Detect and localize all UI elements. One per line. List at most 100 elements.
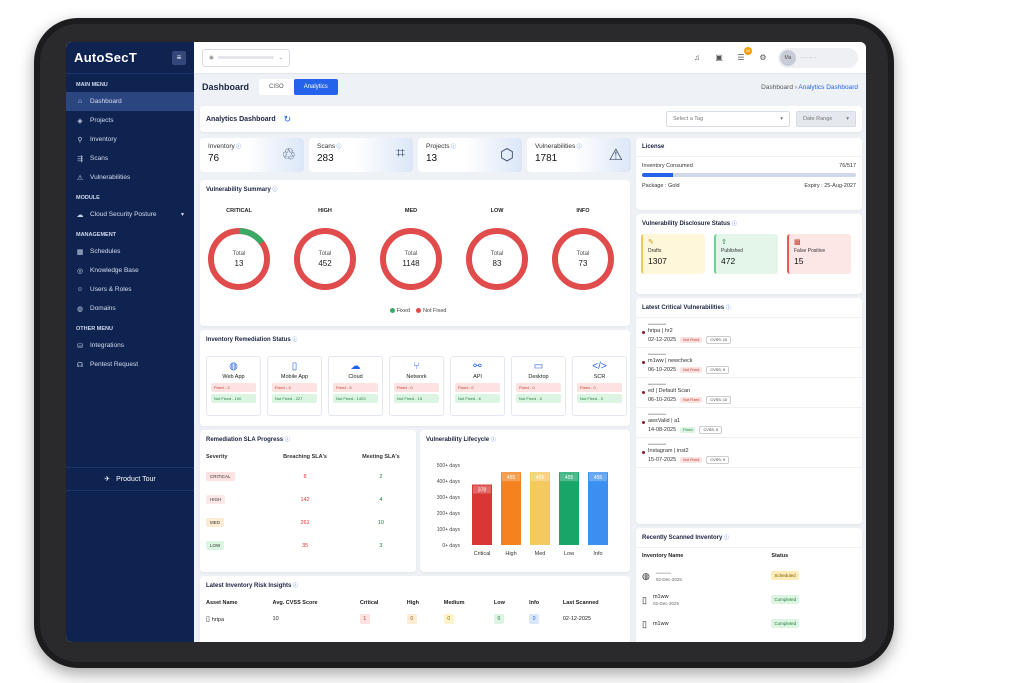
list-item[interactable]: ▬▬▬▬ Instagram | inst2 15-07-2025 Not Fixed… <box>636 438 862 468</box>
breaching-count: 142 <box>300 496 310 503</box>
sidebar-item-vulnerabilities[interactable]: ⚠ Vulnerabilities <box>66 168 194 187</box>
table-row[interactable]: ▯ m1ww Completed <box>636 612 862 636</box>
bar-critical[interactable] <box>472 484 492 545</box>
sidebar-item-domains[interactable]: ◍ Domains <box>66 299 194 318</box>
inventory-type-network[interactable]: ⑂ Network Fixed - 0 Not Fixed - 15 <box>389 356 444 416</box>
list-item[interactable]: ▬▬▬▬ ed | Default Scan 06-10-2025 Not Fixed… <box>636 378 862 408</box>
inventory-type-label: Desktop <box>528 374 549 380</box>
date-range-select[interactable]: Date Range ▾ <box>796 111 856 127</box>
donut-total-value: 452 <box>318 258 332 268</box>
sidebar-item-knowledge-base[interactable]: ◎ Knowledge Base <box>66 261 194 280</box>
tab-analytics[interactable]: Analytics <box>293 79 338 95</box>
sidebar-item-inventory[interactable]: ⚲ Inventory <box>66 130 194 149</box>
stat-card-scans[interactable]: Scans ⓘ 283 ⌗ <box>309 138 413 172</box>
info-icon[interactable]: ⓘ <box>292 337 298 343</box>
info-icon[interactable]: ⓘ <box>575 144 582 150</box>
bar-low[interactable] <box>559 472 579 545</box>
bar-high[interactable] <box>501 472 521 545</box>
inventory-type-mobile-app[interactable]: ▯ Mobile App Fixed - 3 Not Fixed - 227 <box>267 356 322 416</box>
disclosure-false-positive[interactable]: ▩ False Positive 15 <box>787 234 851 274</box>
info-icon[interactable]: ⓘ <box>731 221 737 227</box>
disclosure-title: Vulnerability Disclosure Status <box>642 221 731 227</box>
status-badge: Not Fixed <box>680 457 703 463</box>
nav-label: Inventory <box>90 136 117 143</box>
vulnerability-date: 06-10-2025 <box>648 367 677 373</box>
info-icon[interactable]: ⓘ <box>490 437 496 443</box>
sidebar-item-users-roles[interactable]: ☺ Users & Roles <box>66 280 194 299</box>
stat-card-vulnerabilities[interactable]: Vulnerabilities ⓘ 1781 ⚠ <box>527 138 631 172</box>
cvss-badge: CVSS: 10 <box>706 336 732 344</box>
sidebar-item-integrations[interactable]: ⛁ Integrations <box>66 336 194 355</box>
date-range-label: Date Range <box>803 116 833 122</box>
disclosure-drafts[interactable]: ✎ Drafts 1307 <box>641 234 705 274</box>
tasks-icon[interactable]: ☰ 16 <box>737 46 752 62</box>
sidebar-item-dashboard[interactable]: ⌂ Dashboard <box>66 92 194 111</box>
table-row[interactable]: ▯ hripa 10 1 0 0 0 0 02-12-2025 <box>200 611 630 627</box>
not-fixed-count: Not Fixed - 15 <box>394 394 439 403</box>
sidebar-item-cloud-security-posture[interactable]: ☁ Cloud Security Posture ▾ <box>66 205 194 224</box>
info-icon[interactable]: ⓘ <box>335 144 342 150</box>
breaching-count: 8 <box>303 473 307 480</box>
donut-total-value: 1148 <box>402 258 420 268</box>
sidebar-item-schedules[interactable]: ▦ Schedules <box>66 242 194 261</box>
table-row[interactable]: ▯ m1ww 02-Dec-2025 Completed <box>636 588 862 612</box>
inventory-icon: ⚲ <box>77 136 83 144</box>
info-icon[interactable]: ⓘ <box>293 583 299 589</box>
x-tick-label: Med <box>535 551 546 557</box>
inventory-type-cloud[interactable]: ☁ Cloud Fixed - 5 Not Fixed - 1403 <box>328 356 383 416</box>
bar-info[interactable] <box>588 472 608 545</box>
tab-ciso[interactable]: CISO <box>259 79 294 95</box>
cloud-icon: ☁ <box>76 211 84 219</box>
refresh-icon[interactable]: ↻ <box>283 113 292 124</box>
rocket-icon: ✈ <box>104 476 111 483</box>
disclosure-published[interactable]: ⇪ Published 472 <box>714 234 778 274</box>
sidebar-item-pentest-request[interactable]: ☊ Pentest Request <box>66 355 194 374</box>
stat-card-inventory[interactable]: Inventory ⓘ 76 ♲ <box>200 138 304 172</box>
inventory-type-desktop[interactable]: ▭ Desktop Fixed - 0 Not Fixed - 5 <box>511 356 566 416</box>
info-icon[interactable]: ⓘ <box>272 187 278 193</box>
list-item[interactable]: ▬▬▬▬ awsValid | a1 14-08-2025 Fixed CVSS: 9 <box>636 408 862 438</box>
user-name-blurred: ·········· <box>800 54 817 61</box>
list-item[interactable]: ▬▬▬▬ m1ww | newcheck 06-10-2025 Not Fixed CV… <box>636 348 862 378</box>
stat-card-projects[interactable]: Projects ⓘ 13 ⬡ <box>418 138 522 172</box>
inventory-type-web-app[interactable]: ◍ Web App Fixed - 2 Not Fixed - 100 <box>206 356 261 416</box>
product-tour-button[interactable]: ✈ Product Tour <box>66 467 194 491</box>
count-badge: 0 <box>529 614 540 624</box>
info-icon[interactable]: ⓘ <box>234 144 242 150</box>
sidebar-item-scans[interactable]: ⇶ Scans <box>66 149 194 168</box>
inventory-type-label: SCR <box>593 374 606 380</box>
info-icon[interactable]: ⓘ <box>724 535 730 541</box>
inventory-type-api[interactable]: ⚯ API Fixed - 0 Not Fixed - 6 <box>450 356 505 416</box>
info-icon[interactable]: ⓘ <box>449 144 456 150</box>
status-badge: Completed <box>771 595 800 604</box>
recent-col-header: Inventory Name <box>642 553 684 559</box>
trash-icon[interactable]: ▣ <box>715 53 723 62</box>
vulnerability-title-blurred: ▬▬▬▬ <box>648 411 666 416</box>
menu-toggle-icon[interactable]: ≡ <box>172 50 186 65</box>
org-selector[interactable]: ◉ ⌄ <box>202 48 290 67</box>
table-row[interactable]: ◍ ▬▬▬ 02-Dec-2025 Scheduled <box>636 564 862 588</box>
fixed-count: Fixed - 0 <box>455 383 500 392</box>
user-menu[interactable]: Ma ·········· <box>778 47 858 68</box>
breaching-count: 261 <box>300 519 310 526</box>
donut-total-label: Total <box>232 250 246 257</box>
scans-icon: ⇶ <box>77 155 83 163</box>
tag-select[interactable]: Select a Tag ▾ <box>666 111 790 127</box>
severity-badge: MED <box>206 518 224 527</box>
info-icon[interactable]: ⓘ <box>725 305 731 311</box>
risk-col-header: Low <box>493 600 505 606</box>
notification-icon[interactable]: ♫ <box>694 53 700 62</box>
breadcrumb-root[interactable]: Dashboard <box>761 83 793 91</box>
status-badge: Not Fixed <box>680 367 703 373</box>
sidebar-item-projects[interactable]: ◈ Projects <box>66 111 194 130</box>
inventory-type-scr[interactable]: </> SCR Fixed - 0 Not Fixed - 3 <box>572 356 627 416</box>
settings-icon[interactable]: ⚙ <box>759 53 767 62</box>
inventory-remediation-card: Inventory Remediation Status ⓘ ◍ Web App F… <box>200 330 630 426</box>
donut-label: HIGH <box>318 208 332 214</box>
info-icon[interactable]: ⓘ <box>284 437 290 443</box>
cvss-score: 10 <box>272 616 279 622</box>
list-item[interactable]: ▬▬▬▬ hripa | hr2 02-12-2025 Not Fixed CVSS: … <box>636 318 862 348</box>
bar-med[interactable] <box>530 472 550 545</box>
inventory-type-label: Cloud <box>348 374 363 380</box>
donut-info: INFO Total 73 <box>548 208 618 290</box>
